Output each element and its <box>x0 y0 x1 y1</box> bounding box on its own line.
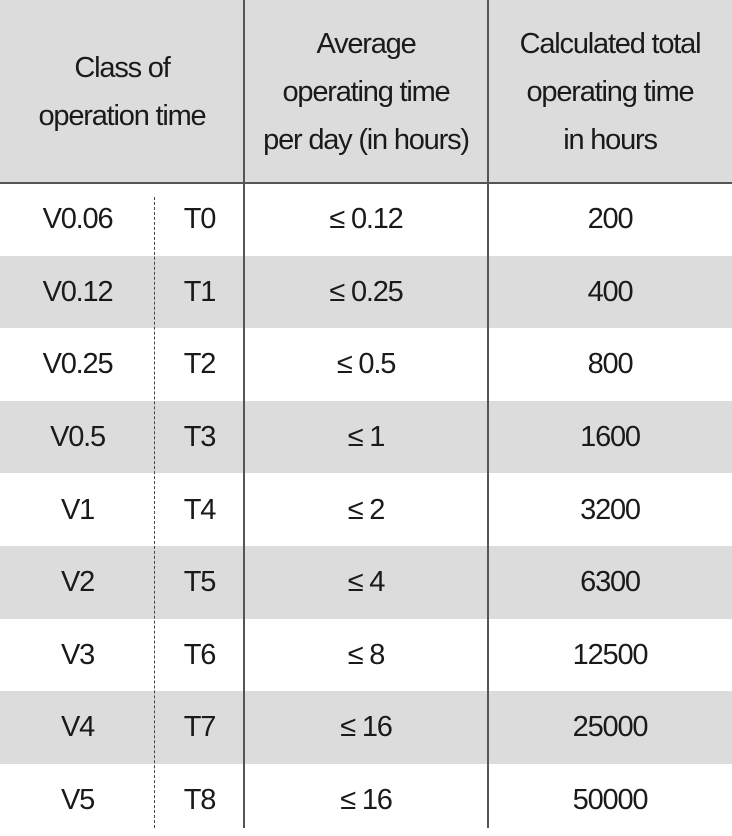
table-cell: V0.5 <box>50 421 106 454</box>
header-line: Calculated total <box>519 27 702 60</box>
table-cell: T7 <box>183 711 217 744</box>
header-line: per day (in hours) <box>263 123 470 156</box>
header-bg <box>0 0 732 183</box>
header-cell: Average operating time per day (in hours) <box>244 0 488 183</box>
table-cell: 25000 <box>572 711 649 744</box>
header-cell: Calculated total operating time in hours <box>488 0 732 183</box>
table-cell: T3 <box>183 421 217 454</box>
table-cell: ≤ 0.12 <box>329 203 403 236</box>
table-cell: T8 <box>183 784 217 817</box>
row-bg <box>0 546 732 619</box>
column-rule <box>487 0 489 828</box>
table-cell: ≤ 4 <box>347 566 386 599</box>
header-line: in hours <box>563 123 658 156</box>
row-bg <box>0 400 732 474</box>
column-rule <box>243 0 245 828</box>
table-cell: ≤ 8 <box>347 638 386 671</box>
row-bg <box>0 255 732 329</box>
table-cell: V5 <box>60 784 95 817</box>
header-line: operating time <box>282 75 451 108</box>
table-cell: 3200 <box>580 493 641 526</box>
table-cell: V1 <box>60 493 95 526</box>
table-cell: V0.06 <box>42 203 114 236</box>
table-cell: 12500 <box>572 638 649 671</box>
header-cell: Class of operation time <box>0 0 244 183</box>
table-cell: T4 <box>183 493 217 526</box>
header-line: operation time <box>38 99 207 132</box>
row-bg <box>0 691 732 764</box>
table-cell: 400 <box>587 275 634 308</box>
dashed-rule <box>154 197 155 828</box>
table-cell: T5 <box>183 566 217 599</box>
table-cell: T1 <box>183 275 217 308</box>
table-cell: 1600 <box>580 421 641 454</box>
table-cell: T0 <box>183 203 217 236</box>
header-line: Class of <box>74 51 170 84</box>
table-cell: 6300 <box>580 566 641 599</box>
table-cell: V0.25 <box>42 348 114 381</box>
table-cell: ≤ 0.25 <box>329 275 403 308</box>
table-cell: 200 <box>587 203 634 236</box>
table-cell: T6 <box>183 638 217 671</box>
table-cell: 800 <box>587 348 634 381</box>
table-cell: V0.12 <box>42 275 114 308</box>
header-line: operating time <box>526 75 695 108</box>
table-cell: V2 <box>60 566 95 599</box>
table-cell: ≤ 0.5 <box>336 348 396 381</box>
header-rule <box>0 182 732 184</box>
table-cell: V3 <box>60 638 95 671</box>
table-cell: T2 <box>183 348 217 381</box>
table-cell: 50000 <box>572 784 649 817</box>
header-line: Average <box>316 27 416 60</box>
table-cell: V4 <box>60 711 95 744</box>
table-cell: ≤ 16 <box>340 711 393 744</box>
table-cell: ≤ 2 <box>347 493 386 526</box>
table-cell: ≤ 16 <box>340 784 393 817</box>
table-cell: ≤ 1 <box>347 421 386 454</box>
